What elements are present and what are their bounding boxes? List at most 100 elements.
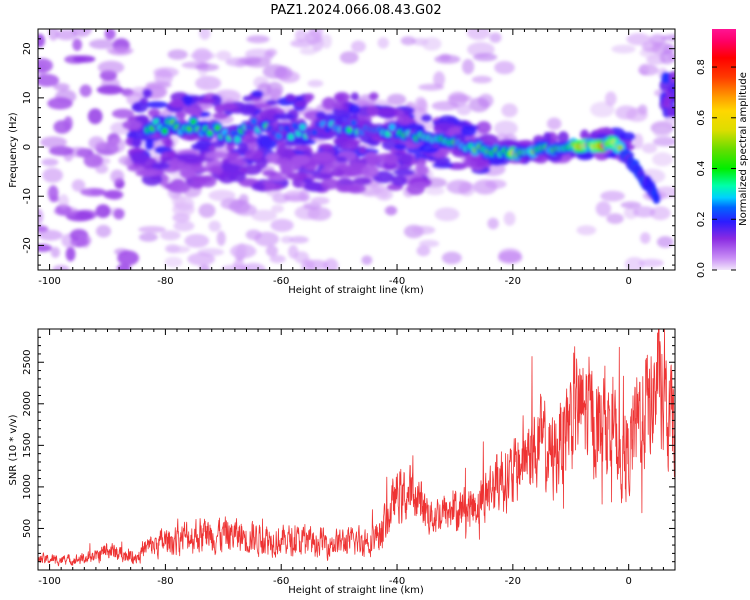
spectrogram-cell xyxy=(350,40,366,53)
spectrogram-cell xyxy=(600,190,625,202)
spectrogram-cell xyxy=(419,239,440,248)
spectrogram-cell xyxy=(656,236,674,248)
spectrogram-cell xyxy=(172,202,195,216)
spectrogram-cell xyxy=(270,87,282,102)
spectrogram-cell xyxy=(146,101,168,109)
spectrogram-cell xyxy=(80,188,107,197)
spectrogram-cell xyxy=(377,37,389,49)
spectrogram-cell xyxy=(396,114,411,126)
spectrogram-cell xyxy=(476,121,492,134)
spectrogram-cell xyxy=(318,143,334,150)
spectrogram-cell xyxy=(38,33,45,48)
y-tick-label: 2000 xyxy=(22,391,33,416)
spectrogram-cell xyxy=(47,185,59,201)
spectrogram-cell xyxy=(208,165,223,175)
spectrogram-cell xyxy=(108,137,126,153)
spectrogram-cell xyxy=(175,111,186,119)
spectrogram-cell xyxy=(652,152,673,167)
spectrogram-cell xyxy=(176,153,200,163)
spectrogram-frame xyxy=(37,28,676,271)
spectrogram-cell xyxy=(358,145,367,154)
spectrogram-cell xyxy=(576,225,597,236)
spectrogram-edge-cell xyxy=(669,71,675,83)
spectrogram-cell xyxy=(199,29,211,40)
spectrogram-cell xyxy=(304,93,315,101)
spectrogram-cell xyxy=(311,151,333,162)
spectrogram-cell xyxy=(431,101,459,111)
spectrogram-cell xyxy=(147,108,161,118)
spectrogram-cell xyxy=(366,156,381,167)
spectrogram-cell xyxy=(122,120,143,130)
spectrogram-cell xyxy=(208,220,221,232)
spectrogram-cell xyxy=(606,213,624,225)
spectrogram-cell xyxy=(205,151,228,160)
spectrogram-cell xyxy=(379,188,389,199)
spectrogram-edge-cell xyxy=(660,71,670,84)
spectrogram-cell xyxy=(489,32,502,43)
colorbar-ticks: 0.0 0.2 0.4 0.6 0.8 xyxy=(696,59,736,278)
spectrogram-ridge-cell xyxy=(291,122,298,130)
y-tick-label: 1500 xyxy=(22,433,33,458)
spectrogram-cell xyxy=(87,108,103,125)
spectrogram-cell xyxy=(393,168,415,176)
spectrogram-cell xyxy=(95,204,111,219)
spectrogram-cell xyxy=(633,206,656,218)
spectrogram-cell xyxy=(307,79,324,88)
spectrogram-y-axis: -20 -10 0 10 20 xyxy=(22,28,675,266)
spectrogram-cell xyxy=(241,164,262,175)
snr-y-axis: 500 1000 1500 2000 2500 xyxy=(22,328,675,563)
spectrogram-cell xyxy=(605,91,617,106)
spectrogram-cell xyxy=(271,204,284,213)
spectrogram-field xyxy=(38,29,675,270)
spectrogram-cell xyxy=(199,98,216,105)
spectrogram-tail-cell xyxy=(652,192,661,205)
spectrogram-cell xyxy=(53,120,71,134)
spectrogram-cell xyxy=(201,79,211,90)
spectrogram-cell xyxy=(72,55,96,63)
spectrogram-cell xyxy=(633,133,644,150)
spectrogram-cell xyxy=(126,130,148,139)
spectrogram-cell xyxy=(38,244,52,252)
spectrogram-cell xyxy=(79,84,92,97)
spectrogram-cell xyxy=(195,139,212,149)
spectrogram-cell xyxy=(308,29,324,38)
spectrogram-ridge-cell xyxy=(311,129,318,136)
spectrogram-cell xyxy=(487,217,499,230)
y-tick-label: 2500 xyxy=(22,349,33,374)
y-tick-label: 0 xyxy=(22,144,33,150)
spectrogram-edge-cell xyxy=(667,105,675,118)
spectrogram-cell xyxy=(533,154,548,164)
spectrogram-cell xyxy=(53,206,79,217)
colorbar-gradient xyxy=(712,29,736,270)
spectrogram-y-label: Frequency (Hz) xyxy=(8,112,19,188)
spectrogram-cell xyxy=(238,194,249,205)
spectrogram-cell xyxy=(652,136,675,147)
spectrogram-edge-cell xyxy=(670,91,675,103)
spectrogram-cell xyxy=(446,179,473,194)
spectrogram-cell xyxy=(233,259,245,270)
colorbar-tick-label: 0.6 xyxy=(696,110,707,126)
snr-y-label: SNR (10 * v/v) xyxy=(8,414,19,485)
spectrogram-cell xyxy=(279,162,301,172)
snr-frame xyxy=(37,328,676,571)
spectrogram-cell xyxy=(434,207,460,222)
spectrogram-cell xyxy=(323,258,339,270)
spectrogram-cell xyxy=(199,264,210,270)
spectrogram-cell xyxy=(400,36,416,46)
spectrogram-cell xyxy=(77,234,92,246)
spectrogram-ridge-cell xyxy=(616,144,624,152)
spectrogram-cell xyxy=(300,258,315,270)
spectrogram-cell xyxy=(312,173,333,180)
spectrogram-cell xyxy=(414,96,427,112)
spectrogram-cell xyxy=(256,134,273,148)
spectrogram-cell xyxy=(47,97,73,110)
spectrogram-cell xyxy=(38,58,53,73)
spectrogram-cell xyxy=(96,85,124,95)
spectrogram-cell xyxy=(462,159,477,168)
spectrogram-cell xyxy=(65,246,76,262)
spectrogram-cell xyxy=(417,165,429,176)
spectrogram-cell xyxy=(68,146,89,158)
spectrogram-cell xyxy=(339,184,362,193)
spectrogram-cell xyxy=(315,111,326,120)
